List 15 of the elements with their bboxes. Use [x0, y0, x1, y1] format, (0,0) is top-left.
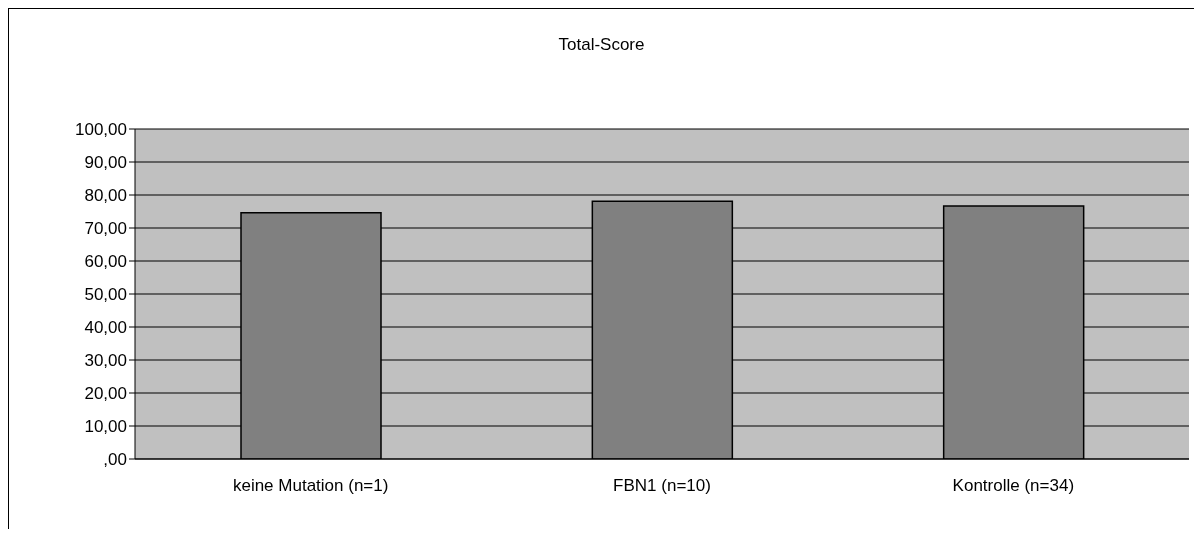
y-tick-label: 100,00 — [75, 120, 127, 140]
y-tick-label: 60,00 — [84, 252, 127, 272]
y-tick-label: 50,00 — [84, 285, 127, 305]
x-tick-label: keine Mutation (n=1) — [232, 476, 389, 496]
y-tick-label: 80,00 — [84, 186, 127, 206]
x-tick-label: FBN1 (n=10) — [613, 476, 711, 496]
y-tick-label: 70,00 — [84, 219, 127, 239]
y-tick-label: 10,00 — [84, 417, 127, 437]
y-tick-label: 30,00 — [84, 351, 127, 371]
y-tick-label: 90,00 — [84, 153, 127, 173]
y-tick-label: 20,00 — [84, 384, 127, 404]
y-tick-label: ,00 — [103, 450, 127, 470]
chart-title: Total-Score — [557, 35, 646, 55]
x-tick-label: Kontrolle (n=34) — [952, 476, 1075, 496]
y-tick-label: 40,00 — [84, 318, 127, 338]
